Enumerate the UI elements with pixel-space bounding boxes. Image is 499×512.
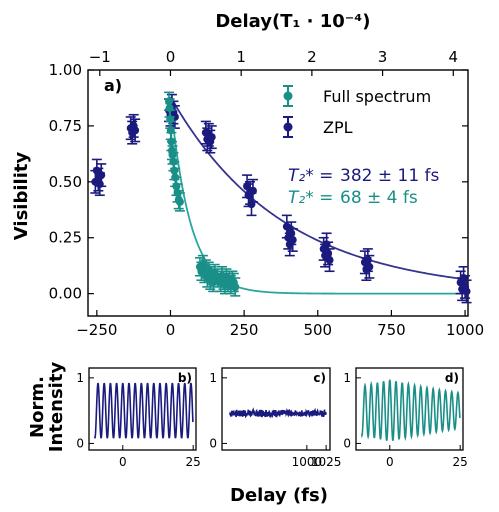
x-tick-label: 25 <box>186 455 201 469</box>
zpl-point <box>247 178 258 203</box>
full-spectrum-point <box>174 192 185 212</box>
top-x-tick-label: −1 <box>89 48 111 66</box>
y-tick-label: 0.25 <box>49 229 82 247</box>
main-panel: −250 0 250 500 750 1000 −1 0 1 2 3 4 0.00 0.25 0.50 0.7… <box>49 48 485 339</box>
zpl-point <box>125 116 136 141</box>
annotation-zpl-value: 382 ± 11 fs <box>340 166 440 186</box>
full-spectrum-point <box>230 277 241 297</box>
zpl-fit-line <box>169 96 466 281</box>
panel-b-label: b) <box>178 371 192 385</box>
zpl-point <box>287 227 298 252</box>
legend-marker-zpl <box>283 116 293 138</box>
x-tick-label: 1025 <box>311 455 342 469</box>
zpl-point <box>324 248 335 273</box>
annotation-zpl-math: T₂* = <box>288 166 333 186</box>
panel-label-a: a) <box>104 76 122 95</box>
legend-marker-full <box>283 85 293 107</box>
main-plot-frame <box>87 69 469 317</box>
x-tick-label: 1000 <box>446 321 484 339</box>
top-x-tick-label: 0 <box>166 48 176 66</box>
annotation-full-math: T₂* = <box>288 188 333 208</box>
y-tick-label: 0.50 <box>49 173 82 191</box>
annotation-full: T₂* = 68 ± 4 fs <box>288 188 418 208</box>
annotation-zpl: T₂* = 382 ± 11 fs <box>288 166 440 186</box>
panel-b-signal-line <box>93 382 194 439</box>
y-tick-label: 0 <box>76 436 84 450</box>
x-tick-label: 750 <box>377 321 406 339</box>
legend-label-full: Full spectrum <box>323 87 431 106</box>
y-tick-label: 1 <box>76 371 84 385</box>
top-axis-title-math: (T₁ · 10⁻⁴) <box>272 11 370 32</box>
panel-c-label: c) <box>313 371 326 385</box>
y-tick-label: 0 <box>343 436 351 450</box>
zpl-point <box>96 163 107 188</box>
panel-d-label: d) <box>445 371 459 385</box>
x-tick-label: −250 <box>76 321 117 339</box>
panel-d: 0 25 0 1 d) <box>343 367 468 469</box>
x-tick-label: 0 <box>119 455 127 469</box>
x-tick-label: 1000 <box>292 455 323 469</box>
y-tick-label: 0.00 <box>49 285 82 303</box>
top-x-tick-label: 2 <box>307 48 317 66</box>
panel-d-frame <box>355 367 464 451</box>
zpl-point <box>461 279 472 304</box>
zpl-point <box>206 125 217 150</box>
y-axis-title: Visibility <box>11 152 32 241</box>
x-tick-label: 500 <box>303 321 332 339</box>
top-axis-title: Delay <box>215 11 272 32</box>
zpl-point <box>90 169 101 194</box>
y-tick-label: 0.75 <box>49 117 82 135</box>
y-tick-label: 1 <box>209 371 217 385</box>
legend-label-zpl: ZPL <box>323 118 353 137</box>
top-x-tick-label: 3 <box>378 48 388 66</box>
y-tick-label: 1.00 <box>49 61 82 79</box>
x-tick-label: 250 <box>230 321 259 339</box>
panel-b-frame <box>88 367 197 451</box>
panel-c-signal-line <box>228 407 327 419</box>
y-tick-label: 1 <box>343 371 351 385</box>
top-x-tick-label: 4 <box>448 48 458 66</box>
annotation-full-value: 68 ± 4 fs <box>340 188 418 208</box>
panel-d-signal-line <box>360 379 461 442</box>
norm-intensity-label-line1: Norm. <box>27 376 48 438</box>
x-tick-label: 25 <box>453 455 468 469</box>
y-tick-label: 0 <box>209 436 217 450</box>
norm-intensity-label-line2: Intensity <box>46 362 67 453</box>
x-tick-label: 0 <box>166 321 176 339</box>
top-x-tick-label: 1 <box>236 48 246 66</box>
zpl-point <box>364 254 375 279</box>
legend: Full spectrum ZPL <box>283 85 431 138</box>
x-tick-label: 0 <box>386 455 394 469</box>
panel-b: 0 25 0 1 b) <box>76 367 201 469</box>
panel-c-frame <box>221 367 331 451</box>
bottom-x-axis-title: Delay (fs) <box>230 485 328 506</box>
